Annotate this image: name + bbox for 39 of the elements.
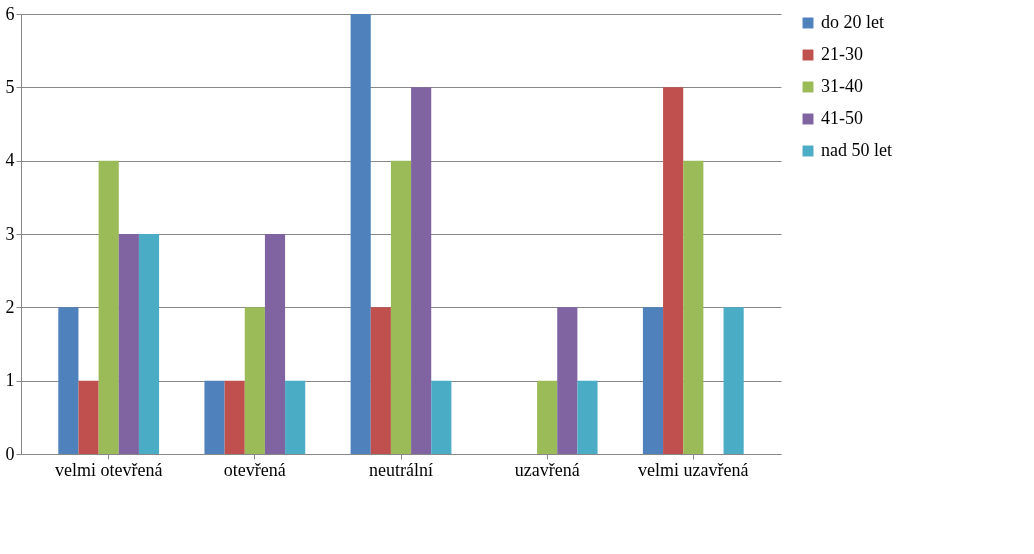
bar — [663, 87, 684, 454]
y-tick-label: 0 — [5, 443, 15, 464]
bar — [58, 307, 79, 454]
bar — [350, 14, 371, 454]
bar — [390, 160, 412, 454]
y-tick-label: 2 — [5, 296, 15, 317]
bar — [138, 234, 160, 454]
x-tick-label: uzavřená — [514, 459, 580, 480]
legend-label: 31-40 — [821, 76, 863, 96]
bar — [683, 160, 704, 454]
y-tick-label: 4 — [5, 150, 15, 171]
y-tick-label: 5 — [5, 76, 15, 97]
bar — [370, 307, 391, 454]
bar — [557, 307, 578, 454]
legend-label: 21-30 — [821, 44, 863, 64]
bar — [537, 380, 558, 454]
y-tick-label: 3 — [5, 223, 15, 244]
bar — [642, 307, 664, 454]
bar — [411, 87, 432, 454]
y-tick-label: 1 — [5, 370, 15, 391]
x-tick-label: otevřená — [223, 459, 286, 480]
x-tick-label: velmi uzavřená — [638, 459, 749, 480]
y-tick-label: 6 — [5, 3, 15, 24]
bar — [118, 234, 139, 454]
bar — [244, 307, 265, 454]
bar — [224, 380, 245, 454]
bar — [285, 380, 306, 454]
bar — [264, 234, 286, 454]
bar — [431, 380, 452, 454]
bar — [98, 160, 119, 454]
x-tick-label: neutrální — [369, 459, 433, 480]
legend-label: 41-50 — [821, 108, 863, 128]
bar — [204, 380, 225, 454]
bar — [78, 380, 99, 454]
legend-label: do 20 let — [821, 12, 884, 32]
legend-label: nad 50 let — [821, 140, 892, 160]
bar — [577, 380, 598, 454]
x-tick-label: velmi otevřená — [54, 459, 163, 480]
bar — [723, 307, 744, 454]
